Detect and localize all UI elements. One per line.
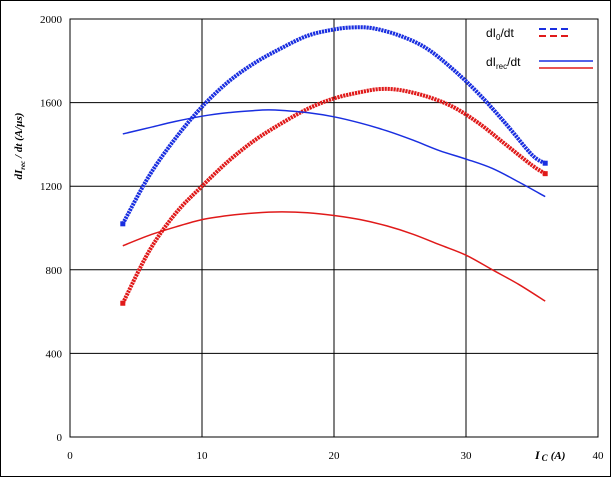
x-axis-label-main: I — [534, 448, 541, 462]
legend-item-1-label: dIrec/dt — [486, 55, 521, 71]
y-axis-label-unit: / dt (A/µs) — [13, 113, 25, 161]
legend-item-0-tail: /dt — [500, 26, 514, 40]
series-0-endpoint-1 — [542, 160, 548, 166]
plot-area — [69, 18, 599, 438]
y-tick-label: 0 — [57, 432, 63, 444]
y-tick-label: 2000 — [40, 14, 63, 26]
grid — [70, 19, 598, 437]
y-tick-label: 400 — [46, 348, 63, 360]
x-axis-label: I C (A) — [534, 448, 565, 463]
legend-item-1-main: dI — [486, 55, 496, 69]
y-tick-label: 1600 — [40, 98, 63, 110]
y-axis-label-sub: rec — [19, 161, 27, 170]
legend-item-1-sub: rec — [496, 62, 507, 71]
legend-item-1-tail: /dt — [507, 55, 521, 69]
x-tick-label: 0 — [67, 450, 73, 462]
y-axis-label-main: dI — [13, 169, 25, 180]
y-tick-label: 800 — [46, 265, 63, 277]
series-0-endpoint-0 — [120, 221, 126, 227]
legend-item-0-main: dI — [486, 26, 496, 40]
legend-item-0-sub: 0 — [496, 33, 501, 42]
series-2-line — [122, 109, 546, 198]
series-1-endpoint-1 — [542, 171, 548, 177]
x-tick-label: 40 — [593, 450, 605, 462]
y-axis-label: dIrec / dt (A/µs) — [13, 113, 27, 180]
series-1-endpoint-0 — [120, 300, 126, 306]
series-3-line — [122, 211, 546, 302]
y-tick-label: 1200 — [40, 181, 63, 193]
y-tick-labels: 0 400 800 1200 1600 2000 — [40, 14, 63, 444]
legend-item-0-label: dI0/dt — [486, 26, 514, 42]
x-tick-labels: 0 10 20 30 40 — [67, 450, 604, 462]
x-axis-label-unit: (A) — [551, 450, 566, 462]
x-tick-label: 20 — [329, 450, 341, 462]
x-tick-label: 10 — [197, 450, 209, 462]
series-group — [120, 25, 548, 306]
legend: dI0/dt dIrec/dt — [486, 26, 593, 71]
x-tick-label: 30 — [461, 450, 473, 462]
series-0-line — [121, 25, 547, 225]
x-axis-label-sub: C — [542, 453, 549, 463]
series-1-line — [121, 86, 547, 305]
